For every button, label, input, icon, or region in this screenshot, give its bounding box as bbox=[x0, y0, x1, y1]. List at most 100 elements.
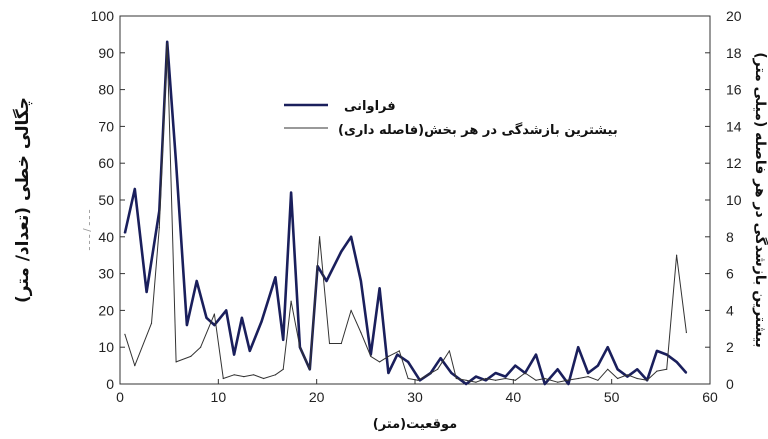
max-aperture-point bbox=[485, 377, 487, 380]
max-aperture-point bbox=[544, 377, 546, 380]
frequency-point bbox=[587, 372, 589, 374]
max-aperture-point bbox=[387, 355, 389, 357]
max-aperture-point bbox=[360, 331, 362, 334]
series-line-max-aperture bbox=[124, 43, 687, 383]
frequency-point bbox=[225, 309, 227, 311]
series-line-frequency bbox=[123, 40, 688, 386]
left-tick-label: 100 bbox=[91, 8, 115, 24]
max-aperture-point bbox=[299, 346, 301, 348]
frequency-point bbox=[186, 324, 188, 326]
frequency-point bbox=[387, 372, 389, 374]
frequency-point bbox=[419, 379, 421, 381]
series-lines bbox=[123, 40, 688, 386]
max-aperture-point bbox=[455, 377, 457, 380]
max-aperture-point bbox=[253, 374, 255, 376]
x-axis-title: موقعیت(متر) bbox=[373, 417, 457, 432]
right-axis-title: بیشترین بازشدگی در هر فاصله (میلی متر) bbox=[752, 52, 768, 347]
left-tick-label: 10 bbox=[98, 339, 114, 355]
max-aperture-point bbox=[166, 43, 168, 45]
max-aperture-point bbox=[636, 377, 638, 380]
max-aperture-point bbox=[233, 374, 235, 376]
max-aperture-point bbox=[437, 368, 439, 370]
frequency-point bbox=[567, 383, 570, 385]
frequency-point bbox=[450, 372, 452, 374]
frequency-point bbox=[666, 354, 668, 356]
max-aperture-point bbox=[597, 379, 599, 381]
frequency-point bbox=[261, 320, 263, 322]
right-tick-label: 8 bbox=[726, 229, 734, 245]
frequency-point bbox=[557, 368, 559, 370]
x-tick-label: 0 bbox=[116, 389, 124, 405]
left-tick-label: 0 bbox=[106, 376, 114, 392]
frequency-point bbox=[196, 280, 198, 282]
right-tick-label: 2 bbox=[726, 339, 734, 355]
max-aperture-point bbox=[685, 331, 688, 334]
right-tick-label: 20 bbox=[726, 8, 742, 24]
max-aperture-point bbox=[190, 355, 192, 357]
max-aperture-point bbox=[222, 377, 224, 380]
x-tick-label: 60 bbox=[702, 389, 718, 405]
max-aperture-point bbox=[427, 374, 429, 376]
max-aperture-point bbox=[407, 377, 409, 380]
frequency-point bbox=[396, 354, 398, 356]
max-aperture-point bbox=[350, 309, 352, 311]
right-tick-label: 6 bbox=[726, 266, 734, 282]
max-aperture-point bbox=[626, 374, 629, 376]
max-aperture-point bbox=[290, 300, 292, 302]
max-aperture-point bbox=[566, 379, 569, 381]
max-aperture-point bbox=[134, 365, 136, 367]
max-aperture-point bbox=[617, 377, 619, 380]
x-tick-label: 20 bbox=[309, 389, 325, 405]
max-aperture-point bbox=[243, 376, 245, 378]
frequency-point bbox=[249, 350, 251, 352]
max-aperture-point bbox=[150, 322, 153, 324]
max-aperture-point bbox=[666, 368, 668, 370]
max-aperture-point bbox=[200, 346, 202, 348]
frequency-point bbox=[514, 365, 516, 367]
frequency-point bbox=[175, 162, 177, 164]
faint-overlay-text: ـ ـ ـ / ـ ـ ـ bbox=[82, 209, 93, 251]
max-aperture-point bbox=[175, 361, 177, 363]
max-aperture-point bbox=[557, 381, 559, 383]
max-aperture-point bbox=[340, 342, 342, 345]
frequency-point bbox=[124, 232, 126, 234]
right-tick-label: 18 bbox=[726, 45, 742, 61]
right-tick-label: 12 bbox=[726, 155, 742, 171]
right-axis-ticks: 0 2 4 6 8 10 12 14 16 18 20 bbox=[705, 8, 742, 392]
frequency-point bbox=[241, 317, 243, 319]
x-tick-label: 10 bbox=[211, 389, 227, 405]
frequency-point bbox=[325, 280, 328, 282]
frequency-point bbox=[134, 188, 136, 190]
max-aperture-point bbox=[514, 379, 516, 381]
left-axis-ticks: 0 10 20 30 40 50 60 70 80 90 100 bbox=[91, 8, 125, 392]
max-aperture-point bbox=[328, 342, 331, 345]
frequency-point bbox=[360, 280, 362, 282]
legend: فراوانی بیشترین بازشدگی در هر بخش(فاصله … bbox=[284, 99, 618, 138]
frequency-point bbox=[495, 372, 497, 374]
frequency-point bbox=[607, 346, 609, 348]
frequency-point bbox=[350, 236, 352, 238]
frequency-point bbox=[340, 250, 342, 253]
legend-label-frequency: فراوانی bbox=[344, 99, 396, 114]
frequency-point bbox=[233, 354, 235, 356]
frequency-point bbox=[166, 41, 168, 43]
frequency-point bbox=[475, 376, 477, 378]
max-aperture-point bbox=[282, 368, 284, 370]
max-aperture-point bbox=[370, 355, 372, 357]
x-tick-label: 40 bbox=[506, 389, 522, 405]
max-aperture-point bbox=[309, 368, 311, 370]
max-aperture-point bbox=[379, 361, 381, 363]
frequency-point bbox=[465, 383, 467, 385]
frequency-point bbox=[597, 365, 599, 367]
max-aperture-point bbox=[535, 379, 537, 381]
left-tick-label: 70 bbox=[98, 118, 114, 134]
frequency-point bbox=[274, 276, 276, 278]
frequency-point bbox=[656, 350, 658, 352]
frequency-point bbox=[544, 383, 546, 385]
max-aperture-point bbox=[607, 368, 609, 370]
right-tick-label: 4 bbox=[726, 302, 734, 318]
right-tick-label: 10 bbox=[726, 192, 742, 208]
left-tick-label: 90 bbox=[98, 45, 114, 61]
frequency-point bbox=[146, 291, 148, 293]
